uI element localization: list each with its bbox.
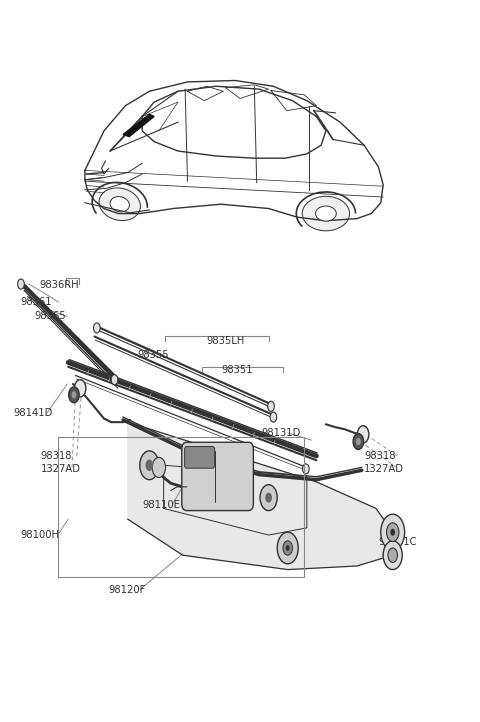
Ellipse shape bbox=[302, 196, 349, 231]
Text: 98318: 98318 bbox=[364, 451, 396, 461]
Circle shape bbox=[277, 532, 298, 564]
Circle shape bbox=[358, 426, 369, 443]
Circle shape bbox=[381, 514, 405, 550]
Circle shape bbox=[72, 391, 76, 399]
Text: 9836RH: 9836RH bbox=[39, 280, 79, 290]
Circle shape bbox=[386, 523, 399, 542]
Circle shape bbox=[152, 457, 166, 477]
Circle shape bbox=[74, 380, 86, 397]
Text: 98365: 98365 bbox=[35, 311, 66, 321]
Circle shape bbox=[283, 541, 292, 555]
FancyBboxPatch shape bbox=[185, 447, 215, 468]
Circle shape bbox=[390, 529, 395, 536]
Circle shape bbox=[69, 387, 79, 403]
Text: 98131D: 98131D bbox=[262, 428, 301, 438]
Circle shape bbox=[383, 541, 402, 570]
Circle shape bbox=[388, 548, 397, 562]
Text: 98355: 98355 bbox=[137, 350, 169, 360]
Text: 98361: 98361 bbox=[21, 297, 52, 307]
Circle shape bbox=[356, 438, 361, 445]
Polygon shape bbox=[123, 114, 154, 136]
Circle shape bbox=[140, 451, 159, 479]
Text: 1327AD: 1327AD bbox=[40, 464, 81, 474]
Circle shape bbox=[145, 459, 153, 471]
Text: 98141D: 98141D bbox=[13, 408, 53, 418]
Text: 9835LH: 9835LH bbox=[206, 336, 245, 346]
Circle shape bbox=[270, 412, 277, 422]
Circle shape bbox=[260, 484, 277, 510]
Text: 98318: 98318 bbox=[40, 451, 72, 461]
Polygon shape bbox=[128, 422, 393, 570]
Circle shape bbox=[268, 401, 275, 412]
Ellipse shape bbox=[99, 188, 141, 220]
Ellipse shape bbox=[110, 196, 130, 212]
Circle shape bbox=[302, 464, 309, 474]
Circle shape bbox=[111, 375, 118, 385]
Text: 98351: 98351 bbox=[221, 365, 252, 375]
Circle shape bbox=[353, 434, 364, 450]
Circle shape bbox=[286, 545, 289, 551]
FancyBboxPatch shape bbox=[182, 443, 253, 510]
Text: 1327AD: 1327AD bbox=[364, 464, 404, 474]
Ellipse shape bbox=[315, 206, 336, 221]
Text: 98120F: 98120F bbox=[109, 585, 146, 595]
Text: 98131C: 98131C bbox=[378, 537, 417, 547]
Circle shape bbox=[18, 279, 24, 289]
Text: 98110E: 98110E bbox=[142, 500, 180, 510]
Circle shape bbox=[94, 323, 100, 333]
Text: 98100H: 98100H bbox=[21, 530, 60, 540]
Circle shape bbox=[265, 492, 272, 503]
